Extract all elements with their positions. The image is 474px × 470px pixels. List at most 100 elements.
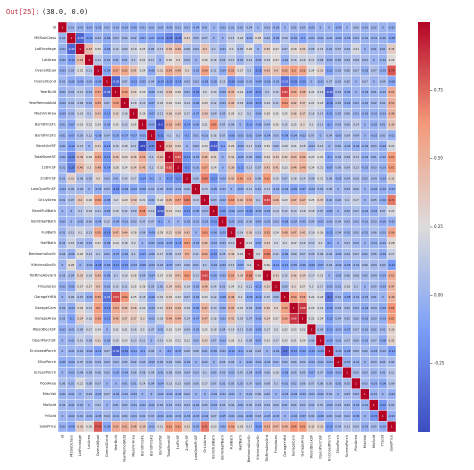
cell-annotation: 0 <box>159 176 161 180</box>
cell-annotation: -0.01 <box>379 241 386 245</box>
cell-annotation: 0.04 <box>68 101 74 105</box>
cell-annotation: -0.15 <box>255 101 262 105</box>
cell-annotation: -0.03 <box>237 133 244 137</box>
cell-annotation: 0.01 <box>113 176 119 180</box>
cell-annotation: 0.4 <box>78 198 82 202</box>
cell-annotation: -0.02 <box>388 220 395 224</box>
cell-annotation: 0.2 <box>274 241 278 245</box>
cell-annotation: 0.13 <box>353 166 359 170</box>
cell-annotation: -0.14 <box>104 166 111 170</box>
cell-annotation: 0.47 <box>229 90 235 94</box>
cell-annotation: 0.01 <box>60 241 66 245</box>
cell-annotation: 0 <box>240 123 242 127</box>
cell-annotation: 0.32 <box>157 166 163 170</box>
cell-annotation: 0.01 <box>344 414 350 418</box>
cell-annotation: -0.17 <box>166 176 173 180</box>
cell-annotation: 0.18 <box>300 209 306 213</box>
cell-annotation: -0.01 <box>219 187 226 191</box>
cell-annotation: 0.28 <box>113 166 119 170</box>
cell-annotation: -0.04 <box>379 252 386 256</box>
cell-annotation: 0.19 <box>86 274 92 278</box>
cell-annotation: 0.28 <box>131 274 137 278</box>
cell-annotation: 0.83 <box>202 274 208 278</box>
cell-annotation: 0.06 <box>362 263 368 267</box>
cell-annotation: 0.07 <box>300 252 306 256</box>
cell-annotation: 0.09 <box>122 47 128 51</box>
cell-annotation: 0.03 <box>371 317 377 321</box>
cell-annotation: 0.11 <box>122 284 128 288</box>
cell-annotation: -0.05 <box>255 371 262 375</box>
cell-annotation: -0.17 <box>210 176 217 180</box>
cell-annotation: -0.07 <box>175 349 182 353</box>
cell-annotation: 0.24 <box>318 317 324 321</box>
cell-annotation: -0.04 <box>379 198 386 202</box>
cell-annotation: 0.18 <box>291 176 297 180</box>
x-tick-label: HalfBath <box>238 435 242 451</box>
cell-annotation: 0 <box>195 230 197 234</box>
cell-annotation: 0.23 <box>122 338 128 342</box>
cell-annotation: 0.09 <box>282 36 288 40</box>
cell-annotation: 0 <box>195 360 197 364</box>
cell-annotation: 0.4 <box>96 284 100 288</box>
cell-annotation: 0.38 <box>175 230 181 234</box>
cell-annotation: 0.18 <box>68 241 74 245</box>
cell-annotation: -0.03 <box>335 371 342 375</box>
cell-annotation: 1 <box>266 274 268 278</box>
cell-annotation: 0.17 <box>131 176 137 180</box>
cell-annotation: -0.02 <box>59 425 66 429</box>
cell-annotation: 0.28 <box>255 36 261 40</box>
cell-annotation: 0.28 <box>389 241 395 245</box>
cell-annotation: -0.05 <box>112 133 119 137</box>
cell-annotation: -0.02 <box>370 187 377 191</box>
cell-annotation: 0.16 <box>237 317 243 321</box>
cell-annotation: 0 <box>364 241 366 245</box>
cell-annotation: 0.34 <box>264 241 270 245</box>
cell-annotation: 0 <box>240 360 242 364</box>
cell-annotation: 0.2 <box>203 90 207 94</box>
cell-annotation: 1 <box>328 349 330 353</box>
cell-annotation: 0.29 <box>229 144 235 148</box>
cell-annotation: 0.09 <box>291 252 297 256</box>
cell-annotation: 0.3 <box>96 176 100 180</box>
cell-annotation: 0.03 <box>175 403 181 407</box>
cell-annotation: -0.09 <box>148 295 155 299</box>
cell-annotation: -0.01 <box>281 381 288 385</box>
cell-annotation: 0.01 <box>246 79 252 83</box>
cell-annotation: 0.1 <box>212 47 216 51</box>
cell-annotation: -0.11 <box>95 349 102 353</box>
cell-annotation: 0.13 <box>175 381 181 385</box>
cell-annotation: 0 <box>364 198 366 202</box>
cell-annotation: 0.18 <box>344 284 350 288</box>
cell-annotation: -0.04 <box>335 349 342 353</box>
cell-annotation: -0.05 <box>104 209 111 213</box>
cell-annotation: 0.61 <box>184 241 190 245</box>
x-tick-label: Id <box>60 435 64 438</box>
cell-annotation: -0.13 <box>388 349 395 353</box>
cell-annotation: -0.13 <box>308 349 315 353</box>
cell-annotation: 0.47 <box>113 230 119 234</box>
cell-annotation: -0.01 <box>59 133 66 137</box>
cell-annotation: 0.29 <box>166 274 172 278</box>
cell-annotation: 0.3 <box>292 284 296 288</box>
cell-annotation: 0.55 <box>282 69 288 73</box>
cell-annotation: 0.6 <box>292 69 296 73</box>
cell-annotation: 0.04 <box>86 371 92 375</box>
cell-annotation: 0.41 <box>273 166 279 170</box>
cell-annotation: -0.04 <box>59 187 66 191</box>
cell-annotation: -0.15 <box>121 263 128 267</box>
cell-annotation: 0.01 <box>353 101 359 105</box>
cell-annotation: 0.02 <box>318 187 324 191</box>
cell-annotation: 0.52 <box>113 425 119 429</box>
cell-annotation: -0.02 <box>193 284 200 288</box>
x-tick-label: MiscVal <box>363 435 367 448</box>
cell-annotation: -0.1 <box>327 155 332 159</box>
cell-annotation: -0.17 <box>104 155 111 159</box>
cell-annotation: 0.01 <box>255 187 261 191</box>
cell-annotation: 0.11 <box>246 187 252 191</box>
cell-annotation: 0.83 <box>113 295 119 299</box>
cell-annotation: -0.06 <box>353 414 360 418</box>
cell-annotation: -0.1 <box>69 317 74 321</box>
cell-annotation: -0.09 <box>317 349 324 353</box>
cell-annotation: -0.03 <box>344 360 351 364</box>
y-tick-label: PoolArea <box>40 381 56 385</box>
